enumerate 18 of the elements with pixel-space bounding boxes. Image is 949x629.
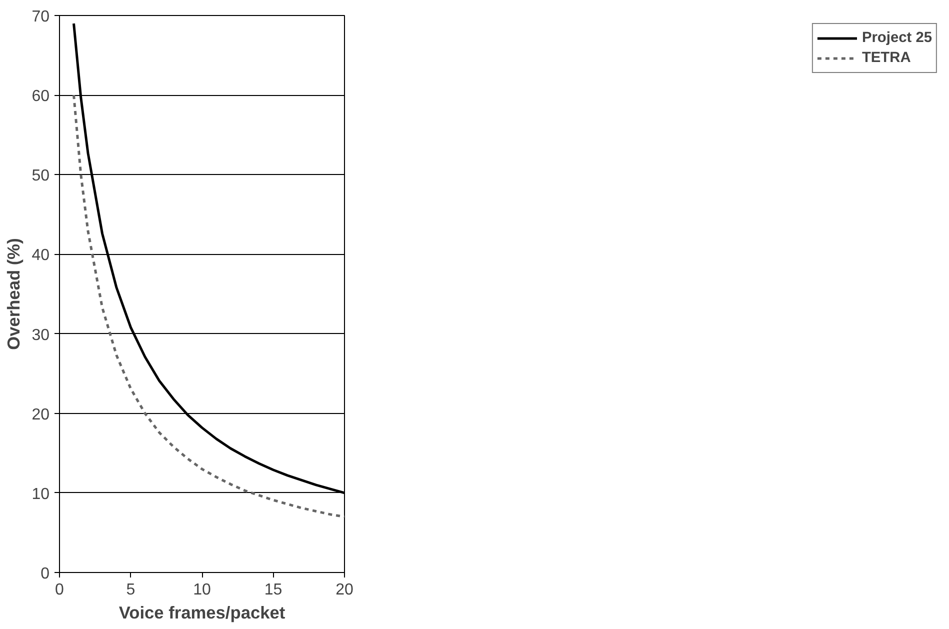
y-axis-title: Overhead (%) [4,238,24,350]
y-tick-label: 0 [40,566,50,582]
y-tick-label: 20 [32,406,50,424]
x-tick-label: 15 [264,582,282,598]
x-axis-title: Voice frames/packet [118,602,286,622]
legend-label: Project 25 [862,30,932,46]
x-tick-label: 0 [55,582,64,598]
x-tick-label: 10 [193,582,211,598]
line-series [72,94,344,518]
y-tick-label: 70 [32,8,50,26]
y-tick-label: 10 [32,486,50,503]
x-tick-label: 5 [126,582,136,598]
y-tick-label: 50 [32,168,50,185]
y-tick-label: 30 [32,326,50,344]
x-tick-label: 20 [336,582,354,598]
y-tick-label: 60 [32,88,50,106]
legend-label: TETRA [862,50,911,66]
y-tick-label: 40 [32,247,50,264]
